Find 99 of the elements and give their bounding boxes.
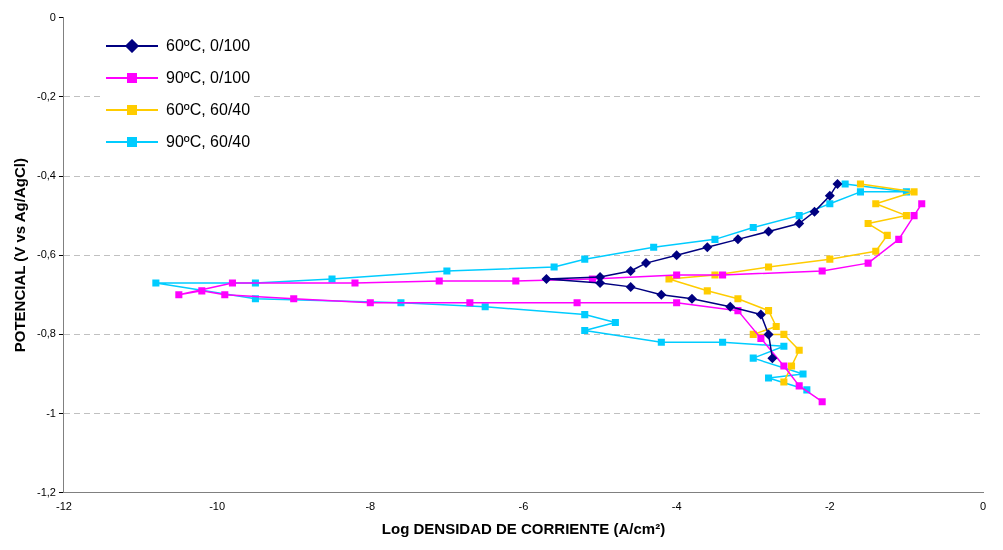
point	[656, 289, 667, 300]
point	[152, 279, 160, 287]
point	[772, 322, 780, 331]
point	[841, 180, 849, 188]
x-tick-label: -12	[56, 500, 72, 513]
point	[673, 299, 681, 307]
x-axis-title: Log DENSIDAD DE CORRIENTE (A/cm²)	[381, 520, 666, 538]
point	[732, 234, 743, 245]
point	[780, 362, 788, 370]
point	[290, 295, 298, 303]
point	[910, 212, 918, 220]
point	[749, 354, 757, 362]
point	[550, 263, 558, 271]
point	[466, 299, 474, 307]
point	[671, 250, 682, 261]
x-tick-label: -8	[365, 500, 376, 513]
legend-label: 90ºC, 0/100	[166, 68, 251, 88]
point	[749, 223, 757, 232]
point	[794, 218, 805, 229]
point	[625, 266, 636, 277]
point	[703, 287, 711, 295]
y-axis-title: POTENCIAL (V vs Ag/AgCl)	[11, 158, 29, 353]
point	[902, 212, 910, 220]
point	[856, 180, 864, 188]
y-tick-label: 0	[49, 10, 56, 23]
point	[795, 382, 803, 390]
point	[581, 326, 589, 334]
y-tick-label: -0,4	[36, 169, 56, 182]
point	[673, 271, 681, 279]
point	[581, 311, 589, 319]
point	[763, 226, 774, 237]
y-tick-label: -1,2	[36, 485, 56, 498]
legend-label: 90ºC, 60/40	[166, 132, 251, 152]
point	[765, 307, 773, 315]
y-tick-label: -0,8	[36, 327, 56, 340]
point	[818, 267, 826, 275]
point	[481, 303, 489, 311]
point	[780, 378, 788, 386]
point	[824, 190, 835, 201]
y-tick-label: -0,6	[36, 248, 56, 261]
legend-label: 60ºC, 60/40	[166, 100, 251, 120]
point	[883, 231, 891, 239]
point	[573, 299, 581, 307]
x-tick-label: -6	[518, 500, 529, 513]
point	[719, 271, 727, 279]
point	[872, 247, 880, 255]
point	[366, 299, 374, 307]
point	[755, 309, 766, 320]
point	[918, 200, 926, 208]
point	[799, 370, 807, 378]
point	[686, 293, 697, 304]
y-tick-label: -1	[46, 406, 56, 419]
point	[826, 255, 834, 263]
point	[780, 342, 788, 350]
point	[650, 243, 658, 251]
point	[895, 235, 903, 243]
x-tick-label: -10	[209, 500, 226, 513]
point	[435, 277, 443, 285]
point	[657, 338, 665, 346]
point	[625, 281, 636, 292]
point	[541, 273, 552, 284]
point	[767, 353, 778, 364]
point	[512, 277, 520, 285]
point	[795, 346, 803, 354]
point	[780, 330, 788, 338]
point	[856, 188, 864, 196]
point	[826, 200, 834, 208]
point	[765, 263, 773, 271]
point	[198, 287, 206, 295]
x-tick-label: 0	[979, 500, 987, 513]
point	[228, 279, 236, 287]
point	[864, 219, 872, 228]
legend-label: 60ºC, 0/100	[166, 36, 251, 56]
point	[864, 259, 872, 267]
point	[725, 301, 736, 312]
point	[872, 200, 880, 208]
point	[611, 318, 619, 327]
point	[351, 279, 359, 287]
point	[809, 206, 820, 217]
point	[832, 178, 843, 189]
point	[910, 188, 918, 196]
point	[641, 258, 652, 269]
point	[175, 291, 183, 299]
point	[795, 212, 803, 220]
point	[765, 374, 773, 382]
point	[221, 291, 229, 299]
x-tick-label: -4	[671, 500, 682, 513]
point	[734, 295, 742, 303]
y-tick-label: -0,2	[36, 89, 56, 102]
point	[818, 398, 826, 406]
point	[757, 334, 765, 342]
point	[581, 255, 589, 263]
x-tick-label: -2	[824, 500, 835, 513]
point	[443, 267, 451, 275]
point	[763, 329, 774, 340]
point	[719, 338, 727, 346]
point	[711, 235, 719, 243]
point	[788, 362, 796, 370]
point	[702, 242, 713, 253]
